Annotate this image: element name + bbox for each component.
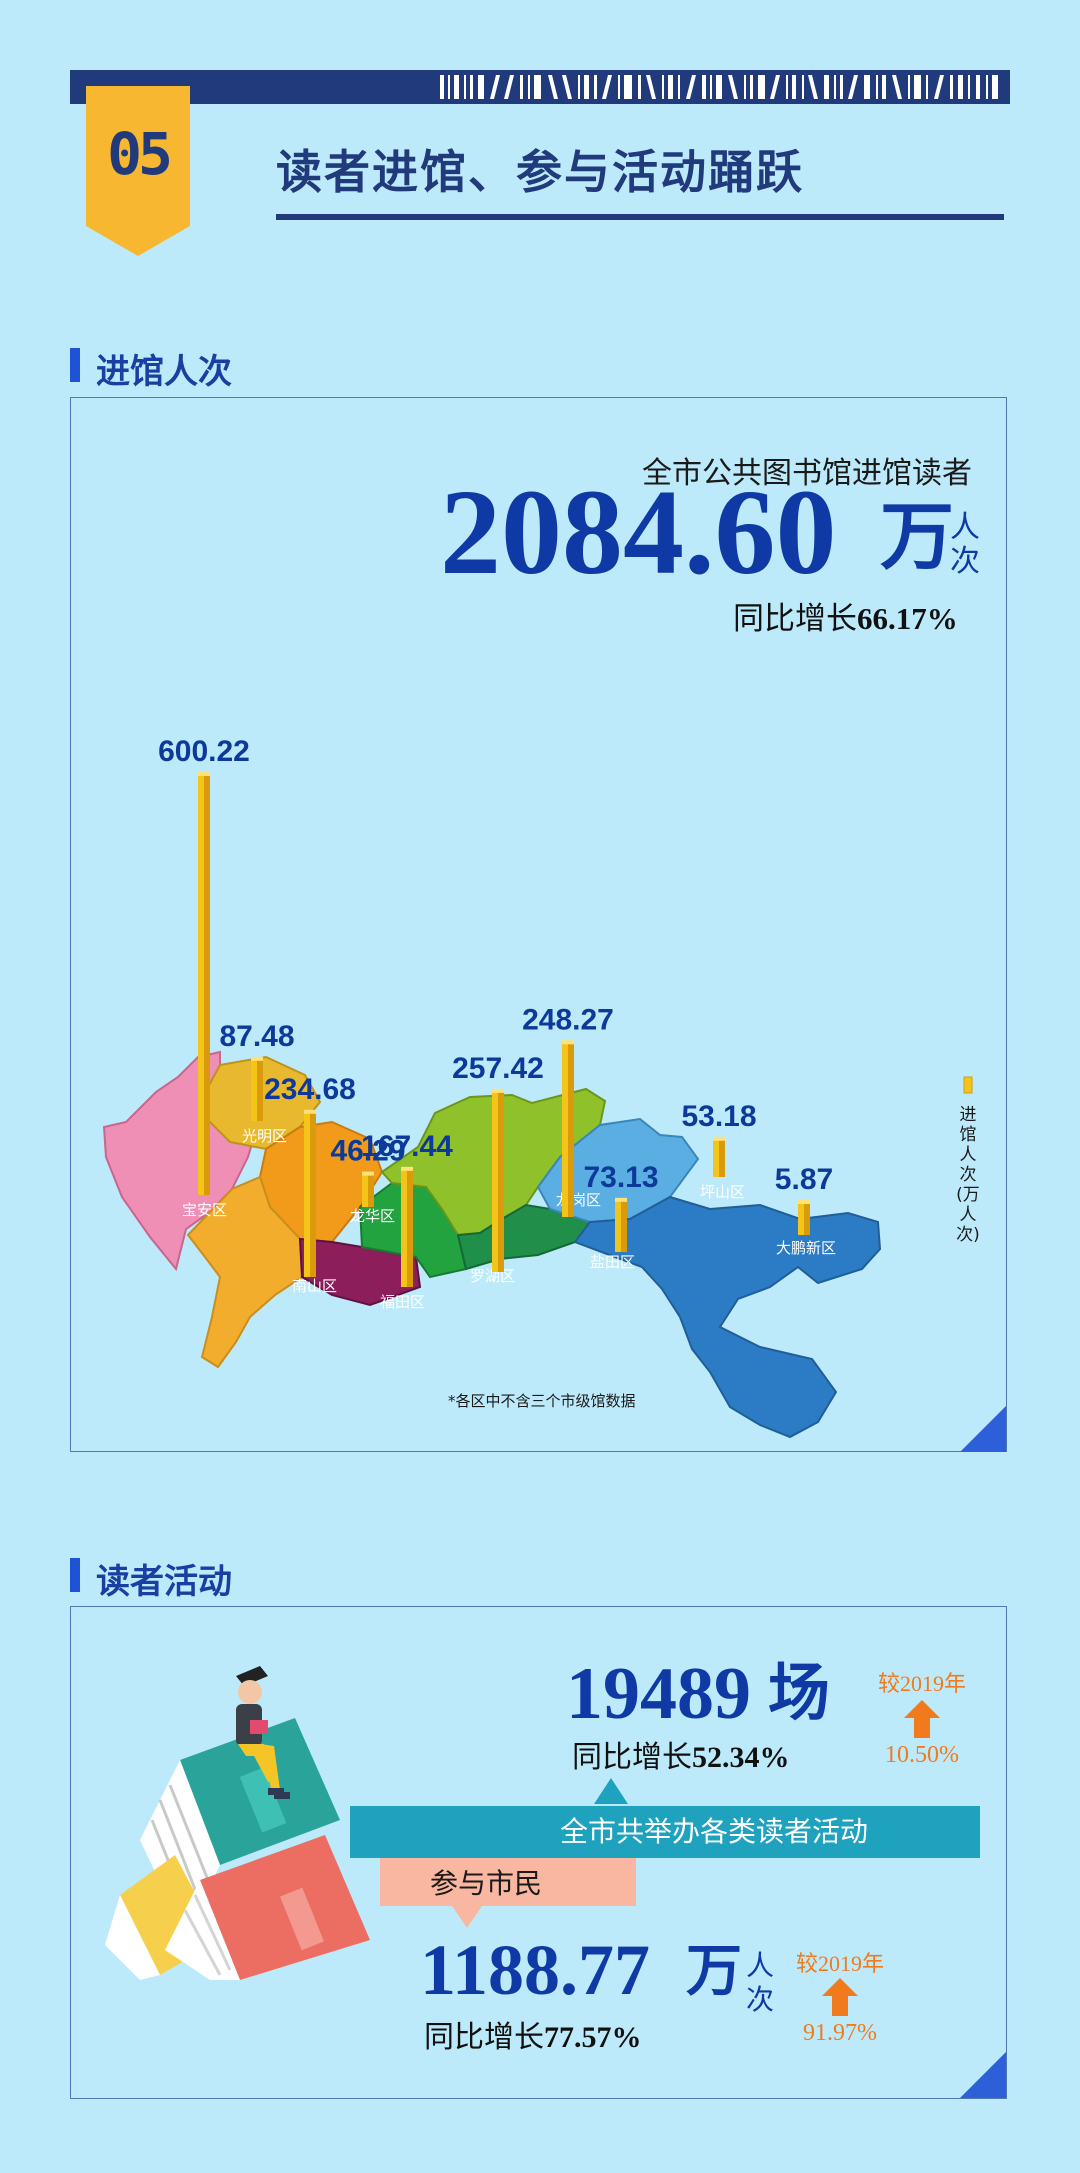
panel-corner	[960, 2052, 1006, 2098]
region-futian	[298, 1237, 422, 1307]
activities-banner-text: 全市共举办各类读者活动	[560, 1815, 869, 1848]
panel-corner	[960, 1406, 1006, 1452]
bar-value-label: 167.44	[361, 1130, 453, 1163]
section-marker	[70, 1558, 80, 1592]
visits-panel	[70, 397, 1007, 1452]
bar-大鹏新区	[798, 1200, 810, 1235]
district-label: 大鹏新区	[776, 1240, 836, 1257]
title-underline	[276, 214, 1004, 220]
bar-龙岗区	[562, 1040, 574, 1217]
region-pingshan	[536, 1117, 700, 1224]
bar-value-label: 234.68	[264, 1073, 356, 1106]
participants-growth-label: 同比增长	[424, 2021, 544, 2054]
participants-growth: 同比增长77.57%	[424, 2012, 642, 2056]
bar-value-label: 5.87	[775, 1163, 833, 1196]
page-title: 读者进馆、参与活动踊跃	[276, 145, 804, 199]
visits-total-unit-wan: 万	[880, 497, 954, 579]
bar-value-label: 257.42	[452, 1052, 544, 1085]
district-label: 光明区	[242, 1128, 287, 1145]
participants-unit-ci: 次	[746, 1985, 775, 2016]
bar-南山区	[304, 1109, 316, 1277]
participants-growth-value: 77.57%	[544, 2021, 642, 2054]
events-cmp-value: 10.50%	[885, 1742, 959, 1768]
bar-value-label: 248.27	[522, 1003, 614, 1036]
bar-宝安区	[198, 772, 210, 1195]
bar-value-label: 87.48	[219, 1020, 294, 1053]
events-cmp-label: 较2019年	[877, 1671, 966, 1696]
activities-panel	[70, 1606, 1007, 2099]
visits-growth-value: 66.17%	[857, 601, 958, 636]
region-nanshan	[186, 1175, 304, 1369]
legend-swatch	[963, 1076, 973, 1094]
district-label: 南山区	[292, 1278, 337, 1295]
visits-footnote: *各区中不含三个市级馆数据	[448, 1392, 636, 1410]
section-number: 05	[107, 120, 173, 188]
legend-label: 进馆人次(万人次)	[956, 1105, 980, 1245]
bar-value-label: 600.22	[158, 735, 250, 768]
region-dapeng	[573, 1195, 882, 1439]
visits-growth: 同比增长66.17%	[733, 593, 958, 638]
banner-up-triangle	[594, 1778, 628, 1804]
district-label: 福田区	[380, 1294, 425, 1311]
events-unit: 场	[768, 1660, 831, 1728]
header-stripe-pattern	[440, 75, 998, 99]
events-value: 19489	[566, 1653, 751, 1735]
visits-total-unit-ren: 人	[950, 511, 980, 544]
district-label: 龙华区	[350, 1208, 395, 1225]
district-label: 盐田区	[590, 1254, 635, 1271]
participants-cmp-label: 较2019年	[795, 1951, 884, 1976]
visits-subtitle: 全市公共图书馆进馆读者	[642, 456, 972, 491]
bar-福田区	[401, 1166, 413, 1287]
section-heading-visits: 进馆人次	[96, 352, 232, 392]
section-heading-activities: 读者活动	[96, 1562, 232, 1602]
bar-罗湖区	[492, 1088, 504, 1272]
participants-value: 1188.77	[420, 1930, 651, 2010]
visits-total-value: 2084.60	[440, 465, 837, 600]
section-marker	[70, 348, 80, 382]
bar-value-label: 46.29	[330, 1135, 405, 1168]
books-reader-illustration	[105, 1666, 370, 1980]
section-number-badge	[86, 86, 190, 256]
bar-龙华区	[362, 1171, 374, 1207]
events-growth: 同比增长52.34%	[572, 1732, 790, 1776]
bar-坪山区	[713, 1136, 725, 1177]
banner-down-triangle	[452, 1906, 482, 1928]
visits-growth-label: 同比增长	[733, 601, 857, 636]
participants-unit-ren: 人	[746, 1951, 775, 1982]
participants-up-arrow-icon	[822, 1978, 858, 2016]
bar-value-label: 53.18	[681, 1100, 756, 1133]
district-label: 罗湖区	[470, 1268, 515, 1285]
activities-banner	[350, 1806, 980, 1858]
events-up-arrow-icon	[904, 1700, 940, 1738]
visits-total-unit-ci: 次	[950, 545, 980, 578]
bar-光明区	[251, 1056, 263, 1121]
participants-unit-wan: 万	[686, 1941, 742, 2003]
events-growth-label: 同比增长	[572, 1741, 692, 1774]
district-label: 宝安区	[182, 1202, 227, 1219]
events-growth-value: 52.34%	[692, 1741, 790, 1774]
participants-cmp-value: 91.97%	[803, 2020, 877, 2046]
district-label: 坪山区	[700, 1184, 745, 1201]
bar-盐田区	[615, 1197, 627, 1252]
participants-label: 参与市民	[430, 1867, 543, 1900]
participants-banner	[380, 1858, 636, 1906]
bar-value-label: 73.13	[583, 1161, 658, 1194]
